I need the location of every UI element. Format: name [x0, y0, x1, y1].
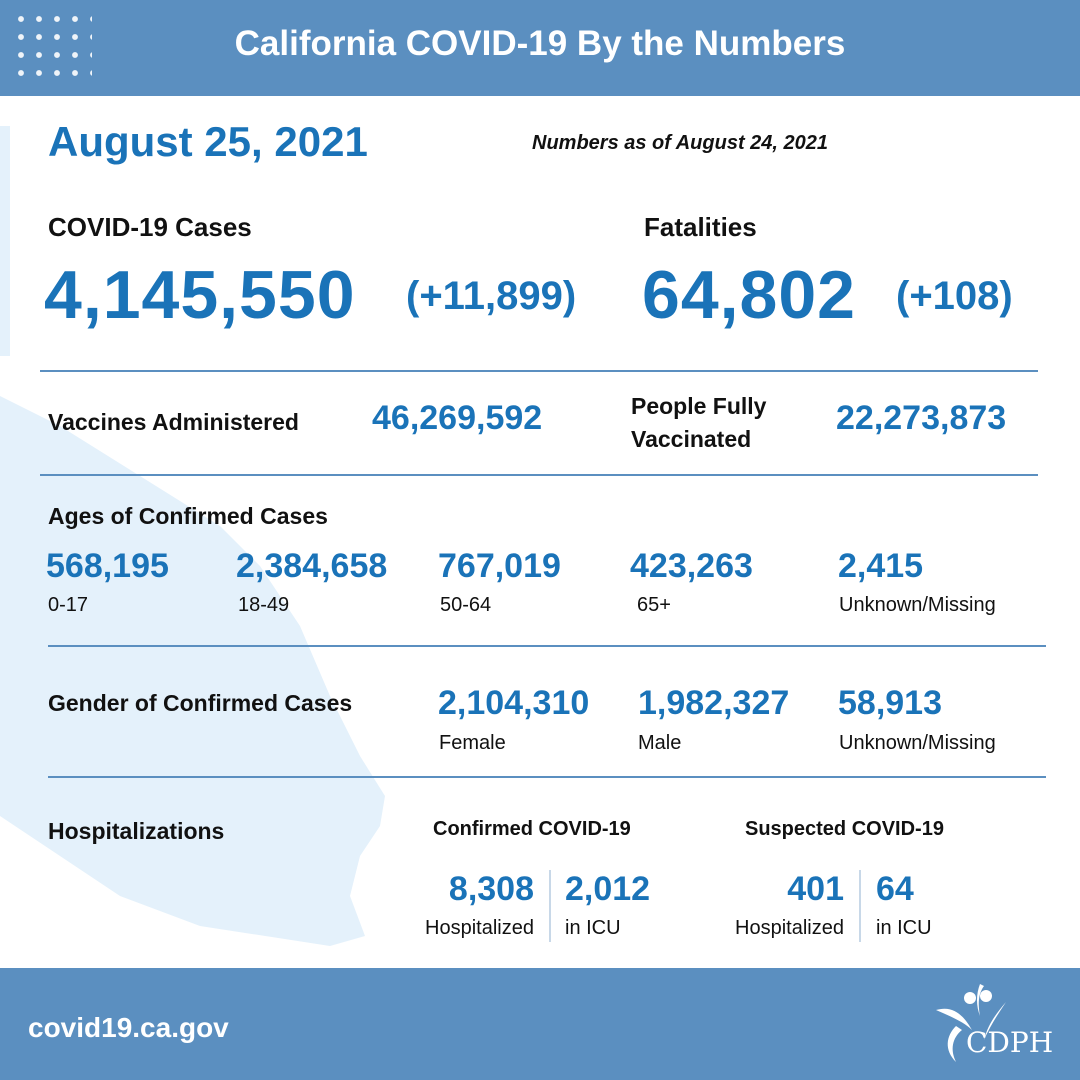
- ages-label: Ages of Confirmed Cases: [48, 503, 328, 529]
- suspected-icu-value: 64: [876, 870, 914, 908]
- page-title: California COVID-19 By the Numbers: [234, 24, 846, 63]
- cases-delta: (+11,899): [406, 274, 577, 318]
- website-link[interactable]: covid19.ca.gov: [28, 1012, 229, 1043]
- header-bar: California COVID-19 By the Numbers: [0, 0, 1080, 96]
- cdph-logo-icon: [936, 984, 1006, 1062]
- divider: [48, 776, 1046, 778]
- gender-label: Gender of Confirmed Cases: [48, 690, 353, 716]
- divider: [40, 370, 1038, 372]
- numbers-as-of: Numbers as of August 24, 2021: [532, 132, 829, 154]
- age-label-unknown: Unknown/Missing: [839, 594, 996, 616]
- column-divider: [549, 870, 551, 942]
- age-label-0-17: 0-17: [48, 594, 89, 616]
- age-label-65-plus: 65+: [637, 594, 671, 616]
- california-map-background: [0, 126, 385, 946]
- cdph-logo-text: CDPH: [966, 1026, 1054, 1059]
- age-label-50-64: 50-64: [440, 594, 492, 616]
- fatalities-total: 64,802: [642, 257, 856, 333]
- age-value-unknown: 2,415: [838, 547, 924, 585]
- gender-label-female: Female: [439, 732, 506, 754]
- cases-total: 4,145,550: [44, 257, 356, 333]
- suspected-hospitalized-value: 401: [787, 870, 844, 908]
- gender-value-female: 2,104,310: [438, 684, 590, 722]
- divider: [48, 645, 1046, 647]
- suspected-icu-label: in ICU: [876, 917, 932, 939]
- age-value-65-plus: 423,263: [630, 547, 753, 585]
- confirmed-icu-label: in ICU: [565, 917, 621, 939]
- suspected-covid-title: Suspected COVID-19: [745, 818, 944, 840]
- confirmed-hospitalized-label: Hospitalized: [425, 917, 534, 939]
- footer-bar: covid19.ca.gov: [0, 968, 1080, 1080]
- age-value-50-64: 767,019: [438, 547, 561, 585]
- suspected-hospitalized-label: Hospitalized: [735, 917, 844, 939]
- age-value-18-49: 2,384,658: [236, 547, 388, 585]
- gender-label-male: Male: [638, 732, 682, 754]
- dot-grid-decoration: [12, 10, 92, 86]
- vaccines-administered-value: 46,269,592: [372, 399, 543, 437]
- age-label-18-49: 18-49: [238, 594, 290, 616]
- gender-value-male: 1,982,327: [638, 684, 790, 722]
- report-date: August 25, 2021: [48, 118, 368, 165]
- cases-label: COVID-19 Cases: [48, 212, 252, 242]
- hospitalizations-label: Hospitalizations: [48, 818, 225, 844]
- fully-vaccinated-value: 22,273,873: [836, 399, 1007, 437]
- gender-value-unknown: 58,913: [838, 684, 942, 722]
- column-divider: [859, 870, 861, 942]
- age-value-0-17: 568,195: [46, 547, 169, 585]
- confirmed-hospitalized-value: 8,308: [448, 870, 534, 908]
- confirmed-covid-title: Confirmed COVID-19: [433, 818, 631, 840]
- fully-vaccinated-label-line1: People Fully: [631, 393, 767, 419]
- confirmed-icu-value: 2,012: [565, 870, 651, 908]
- fully-vaccinated-label-line2: Vaccinated: [631, 426, 752, 452]
- divider: [40, 474, 1038, 476]
- fatalities-label: Fatalities: [644, 212, 757, 242]
- gender-label-unknown: Unknown/Missing: [839, 732, 996, 754]
- fatalities-delta: (+108): [896, 274, 1013, 318]
- vaccines-administered-label: Vaccines Administered: [48, 409, 299, 435]
